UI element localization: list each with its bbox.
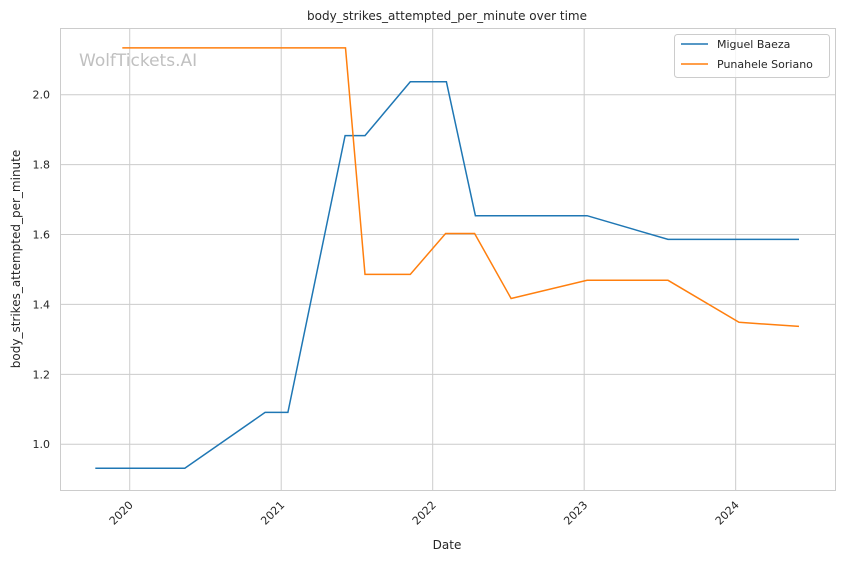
y-axis-label: body_strikes_attempted_per_minute [9,150,23,368]
plot-frame [60,28,836,491]
x-tick-label: 2024 [713,499,742,528]
watermark: WolfTickets.AI [79,51,197,71]
chart-title: body_strikes_attempted_per_minute over t… [307,9,587,23]
legend-label-miguel-baeza: Miguel Baeza [717,38,790,51]
y-tick-label: 1.8 [33,159,51,172]
grid [60,28,835,490]
series-line-punahele-soriano [122,47,800,328]
x-tick-label: 2023 [561,499,590,528]
series-line-miguel-baeza [95,81,799,470]
x-ticks: 2020 2021 2022 2023 2024 [107,499,742,528]
x-tick-label: 2021 [258,499,287,528]
x-axis-label: Date [433,538,462,552]
y-tick-label: 1.2 [33,368,51,381]
y-tick-label: 1.6 [33,229,51,242]
series-lines [95,47,800,470]
x-tick-label: 2022 [410,499,439,528]
y-tick-label: 1.4 [33,298,51,311]
y-tick-label: 1.0 [33,438,51,451]
legend-label-punahele-soriano: Punahele Soriano [717,58,813,71]
y-tick-label: 2.0 [33,89,51,102]
x-tick-label: 2020 [107,499,136,528]
y-ticks: 1.0 1.2 1.4 1.6 1.8 2.0 [33,89,51,451]
legend: Miguel Baeza Punahele Soriano [674,34,830,78]
legend-box [674,34,830,78]
